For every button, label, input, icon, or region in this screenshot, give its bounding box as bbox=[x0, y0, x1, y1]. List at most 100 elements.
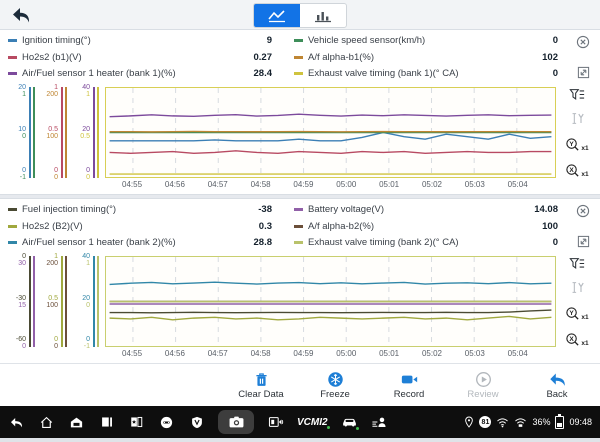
x-tick-label: 05:02 bbox=[421, 180, 442, 189]
vci-manager-button[interactable]: VCMI2 bbox=[297, 416, 331, 430]
axis-tick-label: 30 bbox=[18, 260, 26, 267]
svg-text:Y: Y bbox=[570, 141, 575, 148]
legend-item[interactable]: Vehicle speed sensor(km/h) 0 bbox=[294, 33, 570, 48]
nav-screenshot-button[interactable] bbox=[218, 410, 254, 434]
stream-select-icon[interactable] bbox=[569, 257, 585, 270]
x-tick-label: 04:58 bbox=[250, 180, 271, 189]
nav-shield-icon[interactable] bbox=[188, 414, 205, 431]
x-zoom-icon[interactable]: X x1 bbox=[565, 332, 589, 347]
stream-select-icon[interactable] bbox=[569, 88, 585, 101]
back-label: Back bbox=[546, 388, 568, 400]
y-zoom-factor: x1 bbox=[581, 144, 589, 152]
nav-recents-icon[interactable] bbox=[98, 414, 115, 431]
legend-item[interactable]: Ignition timing(°) 9 bbox=[8, 33, 284, 48]
x-tick-label: 05:01 bbox=[379, 349, 400, 358]
legend-item[interactable]: A/f alpha-b1(%) 102 bbox=[294, 50, 570, 65]
legend-label: Battery voltage(V) bbox=[308, 204, 385, 215]
y-axis-merge-icon[interactable] bbox=[569, 281, 585, 294]
tab-line-graph[interactable] bbox=[254, 4, 300, 27]
y-zoom-factor: x1 bbox=[581, 313, 589, 321]
svg-text:X: X bbox=[570, 167, 575, 174]
trash-icon bbox=[255, 372, 267, 386]
axis-tick-label: 0 bbox=[86, 336, 90, 343]
nav-workshop-icon[interactable] bbox=[68, 414, 85, 431]
legend-item[interactable]: Ho2s2 (b1)(V) 0.27 bbox=[8, 50, 284, 65]
x-tick-label: 04:58 bbox=[250, 349, 271, 358]
legend-item[interactable]: A/f alpha-b2(%) 100 bbox=[294, 219, 570, 234]
x-zoom-factor: x1 bbox=[581, 170, 589, 178]
axis-tick-label: 0 bbox=[86, 167, 90, 174]
plot-area[interactable] bbox=[105, 87, 556, 178]
top-header bbox=[0, 0, 600, 30]
axis-tick-label: 0.5 bbox=[80, 132, 90, 140]
vci-label: VCMI2 bbox=[297, 416, 328, 428]
legend-value: 0.3 bbox=[258, 220, 272, 232]
clear-data-button[interactable]: Clear Data bbox=[234, 371, 288, 400]
legend-item[interactable]: Exhaust valve timing (bank 2)(° CA) 0 bbox=[294, 235, 570, 250]
chart-panel-1: Ignition timing(°) 9 Vehicle speed sensor(… bbox=[0, 30, 600, 194]
close-panel-icon[interactable] bbox=[576, 204, 590, 218]
legend-item[interactable]: Battery voltage(V) 14.08 bbox=[294, 202, 570, 217]
freeze-button[interactable]: Freeze bbox=[308, 371, 362, 400]
y-zoom-icon[interactable]: Y x1 bbox=[565, 137, 589, 152]
nav-vehicle-icon[interactable] bbox=[341, 414, 360, 431]
graph-type-tabs bbox=[253, 3, 347, 28]
axis-tick-label: 1 bbox=[86, 91, 90, 98]
legend-item[interactable]: Fuel injection timing(°) -38 bbox=[8, 202, 284, 217]
expand-panel-icon[interactable] bbox=[577, 66, 590, 79]
nav-home-icon[interactable] bbox=[38, 414, 55, 431]
legend-item[interactable]: Exhaust valve timing (bank 1)(° CA) 0 bbox=[294, 66, 570, 81]
axis-pair: 20 1 10 0 0 -1 bbox=[6, 84, 35, 181]
axis-tick-label: 20 bbox=[82, 294, 90, 302]
axis-tick-label: 10 bbox=[18, 125, 26, 133]
legend-value: -38 bbox=[258, 204, 272, 215]
axis-tick-label: 0 bbox=[54, 167, 58, 174]
back-arrow-icon[interactable] bbox=[10, 5, 32, 25]
vehicle-status-dot bbox=[354, 425, 360, 431]
chart-tools: Y x1 X x1 bbox=[556, 253, 598, 363]
axis-tick-label: 0 bbox=[22, 253, 26, 260]
axis-tick-label: 0 bbox=[22, 167, 26, 174]
legend-value: 9 bbox=[266, 35, 272, 46]
x-zoom-icon[interactable]: X x1 bbox=[565, 163, 589, 178]
axis-tick-label: 1 bbox=[54, 84, 58, 91]
axis-pair: 1 200 0.5 100 0 0 bbox=[38, 84, 67, 181]
nav-display-audio-icon[interactable] bbox=[267, 414, 284, 431]
legend-label: Ignition timing(°) bbox=[22, 35, 91, 46]
axis-tick-label: 0 bbox=[22, 132, 26, 140]
legend-color-chip bbox=[294, 241, 303, 244]
nav-favorites-icon[interactable] bbox=[128, 414, 145, 431]
nav-back-icon[interactable] bbox=[8, 414, 25, 431]
legend-item[interactable]: Ho2s2 (B2)(V) 0.3 bbox=[8, 219, 284, 234]
axis-pair: 1 200 0.5 100 0 0 bbox=[38, 253, 67, 350]
close-panel-icon[interactable] bbox=[576, 35, 590, 49]
axis-tick-label: -60 bbox=[15, 336, 26, 343]
record-button[interactable]: Record bbox=[382, 371, 436, 400]
axis-tick-label: 40 bbox=[82, 84, 90, 91]
back-button[interactable]: Back bbox=[530, 371, 584, 400]
axis-pair: 40 1 20 0 0 -1 bbox=[70, 253, 99, 350]
nav-vci-icon[interactable] bbox=[158, 414, 175, 431]
axis-tick-label: 0 bbox=[22, 343, 26, 350]
x-axis-labels: 04:55 04:56 04:57 04:58 04:59 05:00 05:01 05:02… bbox=[105, 347, 556, 360]
legend-item[interactable]: Air/Fuel sensor 1 heater (bank 1)(%) 28.4 bbox=[8, 66, 284, 81]
nav-driver-info-icon[interactable] bbox=[371, 414, 388, 431]
axis-tick-label: 1 bbox=[54, 253, 58, 260]
freeze-label: Freeze bbox=[320, 388, 350, 400]
expand-panel-icon[interactable] bbox=[577, 235, 590, 248]
series-line-ignition-timing bbox=[110, 133, 552, 141]
tab-bar-graph[interactable] bbox=[300, 4, 346, 27]
svg-text:X: X bbox=[570, 336, 575, 343]
legend-value: 0.27 bbox=[253, 51, 273, 63]
line-chart-icon bbox=[268, 9, 285, 22]
axis-tick-label: 0 bbox=[54, 343, 58, 350]
axis-tick-label: -30 bbox=[15, 294, 26, 302]
plot-area[interactable] bbox=[105, 256, 556, 347]
axis-tick-label: 1 bbox=[86, 260, 90, 267]
y-zoom-icon[interactable]: Y x1 bbox=[565, 306, 589, 321]
legend-label: Exhaust valve timing (bank 1)(° CA) bbox=[308, 68, 459, 79]
legend-item[interactable]: Air/Fuel sensor 1 heater (bank 2)(%) 28.8 bbox=[8, 235, 284, 250]
y-axis-merge-icon[interactable] bbox=[569, 112, 585, 125]
review-button[interactable]: Review bbox=[456, 371, 510, 400]
legend-color-chip bbox=[8, 208, 17, 211]
